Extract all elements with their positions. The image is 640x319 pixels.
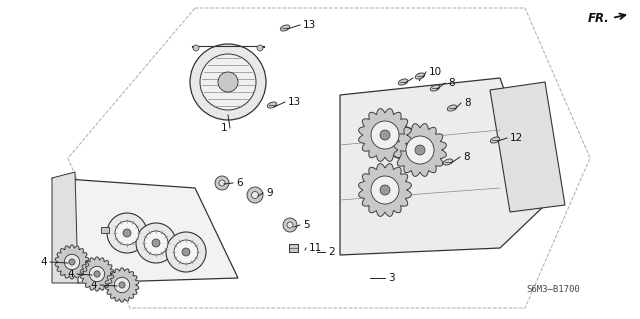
Circle shape — [94, 271, 100, 277]
Text: 4: 4 — [90, 280, 97, 290]
Circle shape — [115, 277, 130, 293]
Polygon shape — [358, 164, 412, 216]
Polygon shape — [105, 268, 139, 302]
Text: 8: 8 — [464, 98, 470, 108]
Circle shape — [415, 145, 425, 155]
Circle shape — [90, 266, 105, 282]
Polygon shape — [52, 172, 78, 283]
Text: 13: 13 — [288, 97, 301, 107]
Polygon shape — [490, 82, 565, 212]
Circle shape — [380, 130, 390, 140]
Circle shape — [166, 232, 206, 272]
Bar — [289, 244, 298, 252]
Text: 6: 6 — [236, 178, 243, 188]
Circle shape — [200, 54, 256, 110]
Circle shape — [182, 248, 190, 256]
Circle shape — [152, 239, 160, 247]
Ellipse shape — [490, 137, 500, 143]
Circle shape — [136, 223, 176, 263]
Circle shape — [406, 136, 434, 164]
Text: 11: 11 — [309, 243, 323, 253]
Polygon shape — [340, 78, 545, 255]
Circle shape — [287, 222, 293, 228]
Text: 12: 12 — [510, 133, 524, 143]
Text: 7: 7 — [416, 73, 422, 83]
Text: 8: 8 — [463, 152, 470, 162]
Text: 10: 10 — [429, 67, 442, 77]
Circle shape — [190, 44, 266, 120]
Polygon shape — [80, 257, 114, 291]
Text: 4: 4 — [40, 257, 47, 267]
Circle shape — [380, 185, 390, 195]
Ellipse shape — [280, 25, 290, 31]
Bar — [101, 227, 109, 233]
Circle shape — [408, 138, 432, 162]
Circle shape — [215, 176, 229, 190]
Circle shape — [64, 254, 80, 270]
Text: 5: 5 — [303, 220, 310, 230]
Circle shape — [123, 229, 131, 237]
Ellipse shape — [447, 105, 457, 111]
Text: 4: 4 — [67, 269, 74, 279]
Ellipse shape — [415, 73, 425, 79]
Circle shape — [69, 259, 75, 265]
Polygon shape — [358, 109, 412, 161]
Circle shape — [257, 45, 263, 51]
Circle shape — [144, 231, 168, 255]
Ellipse shape — [444, 159, 452, 165]
Polygon shape — [52, 178, 238, 283]
Circle shape — [193, 45, 199, 51]
Circle shape — [252, 191, 259, 198]
Circle shape — [380, 130, 390, 140]
Circle shape — [380, 185, 390, 195]
Polygon shape — [394, 124, 446, 176]
Circle shape — [219, 180, 225, 186]
Circle shape — [373, 178, 397, 202]
Text: FR.: FR. — [588, 12, 610, 26]
Circle shape — [247, 187, 263, 203]
Circle shape — [119, 282, 125, 288]
Text: 2: 2 — [328, 247, 335, 257]
Circle shape — [283, 218, 297, 232]
Text: 13: 13 — [303, 20, 316, 30]
Ellipse shape — [268, 102, 276, 108]
Text: 3: 3 — [388, 273, 395, 283]
Text: 8: 8 — [448, 78, 454, 88]
Circle shape — [174, 240, 198, 264]
Circle shape — [218, 72, 238, 92]
Circle shape — [371, 121, 399, 149]
Circle shape — [371, 176, 399, 204]
Ellipse shape — [398, 79, 408, 85]
Circle shape — [115, 221, 139, 245]
Text: 9: 9 — [266, 188, 273, 198]
Circle shape — [373, 123, 397, 147]
Text: 1: 1 — [220, 123, 227, 133]
Circle shape — [415, 145, 425, 155]
Text: S6M3—B1700: S6M3—B1700 — [526, 286, 580, 294]
Ellipse shape — [430, 85, 440, 91]
Polygon shape — [55, 245, 89, 279]
Circle shape — [107, 213, 147, 253]
